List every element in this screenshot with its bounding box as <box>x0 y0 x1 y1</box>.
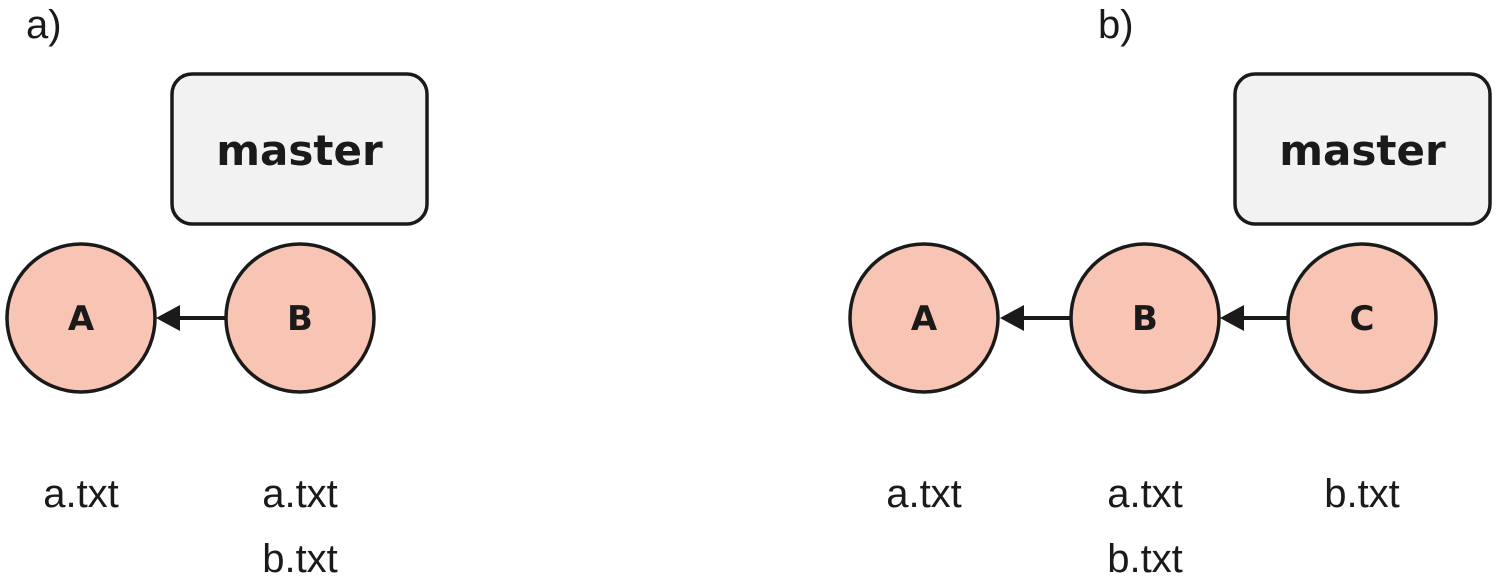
panel-b-commit-b-label: B <box>1132 299 1158 339</box>
panel-a-commit-b-file-2: b.txt <box>262 537 338 581</box>
panel-b-arrow-b-to-a <box>1000 305 1073 331</box>
panel-b-arrow-b-to-a-head <box>1000 305 1024 331</box>
panel-b-arrow-c-to-b <box>1220 305 1287 331</box>
panel-b-commit-c-label: C <box>1350 299 1375 339</box>
panel-b-branch-label: master <box>1279 126 1446 175</box>
panel-b-commit-a-circle <box>848 242 1000 394</box>
panel-a: a) master A B a.txt a.txt b.txt <box>5 3 429 581</box>
panel-b-commit-a-file-1: a.txt <box>886 472 962 516</box>
panel-a-label: a) <box>26 3 62 47</box>
panel-b-commit-c: C <box>1286 242 1438 394</box>
panel-b-commit-a-label: A <box>911 299 938 339</box>
panel-a-commit-a-file-1: a.txt <box>43 472 119 516</box>
panel-a-commit-b-label: B <box>287 299 313 339</box>
panel-a-branch-label: master <box>216 126 383 175</box>
panel-b-commit-b: B <box>1069 242 1221 394</box>
panel-b-commit-c-circle <box>1286 242 1438 394</box>
panel-b-branch-box <box>1233 72 1492 226</box>
panel-a-arrow-b-to-a <box>156 305 227 331</box>
panel-b-arrow-c-to-b-head <box>1220 305 1244 331</box>
panel-b-commit-b-circle <box>1069 242 1221 394</box>
panel-b: b) master A B C a.txt a.txt b.t <box>848 3 1492 581</box>
panel-a-commit-b-file-1: a.txt <box>262 472 338 516</box>
panel-b-branch-master: master <box>1233 72 1492 226</box>
panel-a-arrow-b-to-a-head <box>156 305 180 331</box>
panel-a-branch-box <box>170 72 429 226</box>
panel-a-branch-master: master <box>170 72 429 226</box>
panel-a-commit-a-circle <box>5 242 157 394</box>
panel-b-label: b) <box>1098 3 1134 47</box>
panel-b-commit-b-file-2: b.txt <box>1107 537 1183 581</box>
panel-b-commit-a: A <box>848 242 1000 394</box>
panel-b-commit-c-file-1: b.txt <box>1324 472 1400 516</box>
panel-a-commit-a-label: A <box>68 299 95 339</box>
panel-a-commit-b-circle <box>224 242 376 394</box>
panel-a-commit-a: A <box>5 242 157 394</box>
panel-a-commit-b: B <box>224 242 376 394</box>
panel-b-commit-b-file-1: a.txt <box>1107 472 1183 516</box>
